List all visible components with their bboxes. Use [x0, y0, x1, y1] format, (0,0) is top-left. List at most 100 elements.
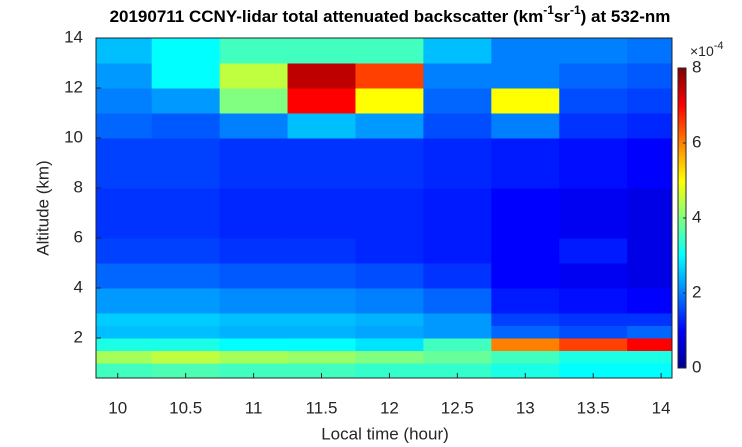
heat-cell: [219, 138, 289, 189]
heat-cell: [287, 138, 356, 189]
heat-cell: [627, 338, 673, 351]
heat-cell: [627, 138, 673, 189]
heat-cell: [423, 63, 492, 89]
text-part: ) at 532-nm: [581, 7, 671, 26]
heat-cell: [423, 38, 492, 64]
text-part: sr: [554, 7, 570, 26]
heat-cell: [287, 188, 356, 239]
heat-cell: [491, 188, 560, 239]
heat-cell: [219, 263, 289, 289]
heat-cell: [559, 325, 628, 339]
heat-cell: [355, 63, 424, 89]
heat-cell: [151, 350, 221, 364]
y-tick-label: 10: [64, 127, 83, 146]
heat-cell: [151, 38, 221, 64]
heat-cell: [423, 238, 492, 264]
heat-cell: [423, 363, 492, 379]
heat-cell: [559, 113, 628, 139]
heat-cell: [219, 313, 289, 326]
y-axis-label: Altitude (km): [33, 160, 52, 255]
heat-cell: [287, 263, 356, 289]
heat-cell: [559, 63, 628, 89]
heat-cell: [219, 288, 289, 314]
heat-cell: [559, 338, 628, 351]
heat-cell: [355, 338, 424, 351]
heat-cell: [423, 338, 492, 351]
colorbar-tick-label: 2: [692, 282, 701, 301]
heat-cell: [96, 188, 153, 239]
text-part: 20190711 CCNY-lidar total attenuated bac…: [110, 7, 544, 26]
heat-cell: [287, 63, 356, 89]
x-tick-label: 12: [380, 398, 399, 417]
heat-cell: [355, 238, 424, 264]
heat-cell: [423, 288, 492, 314]
heat-cell: [151, 113, 221, 139]
heat-cell: [96, 350, 153, 364]
heat-cell: [491, 338, 560, 351]
heat-cell: [151, 138, 221, 189]
heat-cell: [96, 313, 153, 326]
heat-cell: [151, 263, 221, 289]
heat-cell: [219, 350, 289, 364]
chart-title: 20190711 CCNY-lidar total attenuated bac…: [110, 3, 671, 26]
x-tick-label: 10.5: [169, 398, 202, 417]
colorbar-tick-label: 6: [692, 132, 701, 151]
heat-cell: [559, 363, 628, 379]
heat-cell: [219, 88, 289, 114]
heat-cell: [151, 338, 221, 351]
heat-cell: [491, 38, 560, 64]
heat-cell: [151, 325, 221, 339]
y-tick-label: 4: [74, 277, 83, 296]
heat-cell: [559, 88, 628, 114]
heat-cell: [423, 313, 492, 326]
heat-cell: [287, 313, 356, 326]
heat-cell: [96, 238, 153, 264]
heat-cell: [491, 325, 560, 339]
y-tick-label: 12: [64, 77, 83, 96]
heat-cell: [423, 350, 492, 364]
x-tick-label: 13: [516, 398, 535, 417]
heat-cell: [219, 325, 289, 339]
heat-cell: [627, 288, 673, 314]
heat-cell: [287, 288, 356, 314]
heat-cell: [96, 325, 153, 339]
heat-cell: [491, 138, 560, 189]
heat-cell: [559, 38, 628, 64]
heat-cell: [287, 88, 356, 114]
heat-cell: [423, 138, 492, 189]
heat-cell: [151, 288, 221, 314]
heat-cell: [355, 188, 424, 239]
heat-cell: [355, 288, 424, 314]
heat-cell: [96, 113, 153, 139]
heat-cell: [491, 88, 560, 114]
heat-cell: [423, 88, 492, 114]
heat-cell: [423, 188, 492, 239]
colorbar-tick-label: 0: [692, 357, 701, 376]
x-axis-label: Local time (hour): [321, 424, 449, 443]
y-tick-label: 2: [74, 327, 83, 346]
heat-cell: [355, 325, 424, 339]
heat-cell: [96, 288, 153, 314]
heat-cell: [287, 350, 356, 364]
y-tick-label: 8: [74, 177, 83, 196]
heat-cell: [491, 263, 560, 289]
heat-cell: [627, 88, 673, 114]
heat-cell: [355, 38, 424, 64]
heat-cell: [491, 350, 560, 364]
heat-cell: [151, 313, 221, 326]
heat-cell: [219, 38, 289, 64]
heat-cell: [287, 238, 356, 264]
heat-cell: [559, 188, 628, 239]
heat-cell: [491, 288, 560, 314]
heat-cell: [151, 238, 221, 264]
heat-cell: [96, 38, 153, 64]
colorbar-tick-label: 8: [692, 57, 701, 76]
heat-cell: [627, 363, 673, 379]
heat-cell: [627, 313, 673, 326]
heat-cell: [627, 63, 673, 89]
heat-cell: [627, 113, 673, 139]
heat-cell: [355, 113, 424, 139]
heat-cell: [559, 288, 628, 314]
heat-cell: [559, 138, 628, 189]
